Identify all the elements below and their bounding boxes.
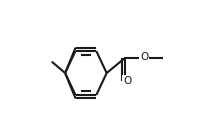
Text: O: O xyxy=(140,52,148,62)
Text: O: O xyxy=(123,76,132,86)
